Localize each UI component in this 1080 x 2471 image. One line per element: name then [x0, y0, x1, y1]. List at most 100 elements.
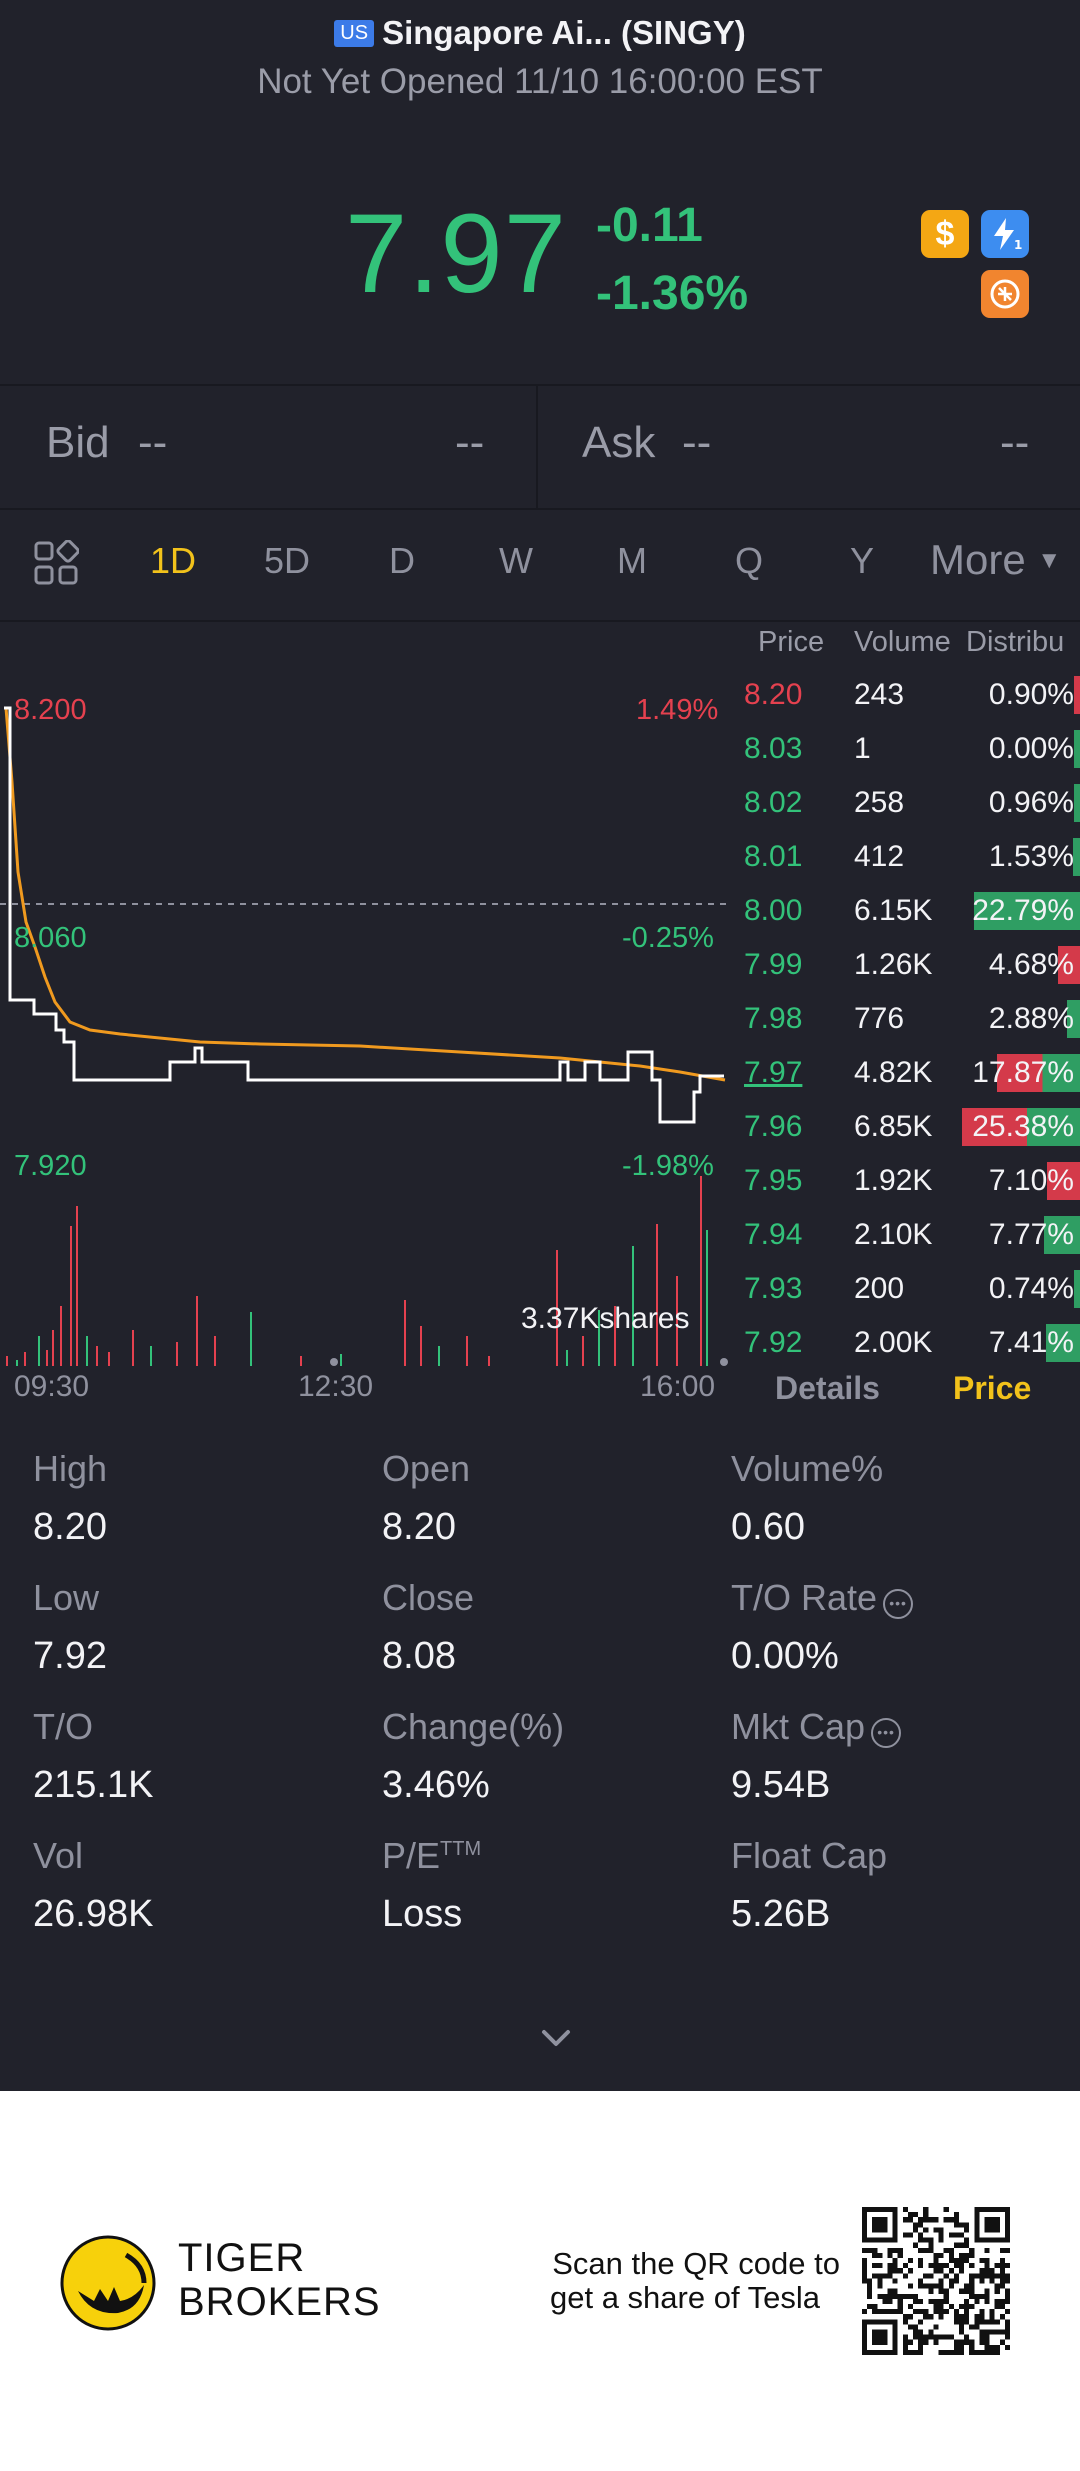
volume-bar [52, 1330, 54, 1366]
volume-bar [132, 1330, 134, 1366]
x-label-close: 16:00 [640, 1370, 716, 1403]
chart-pct-high: 1.49% [636, 694, 719, 726]
tab-w[interactable]: W [499, 540, 533, 581]
row-price: 7.92 [744, 1326, 803, 1359]
volume-bar [76, 1206, 78, 1366]
grid-layout-icon[interactable] [33, 540, 79, 586]
divider [0, 508, 1080, 510]
row-price: 7.98 [744, 1002, 803, 1035]
tab-d[interactable]: D [389, 540, 415, 581]
header: US Singapore Ai... (SINGY) Not Yet Opened… [0, 0, 1080, 110]
chevron-down-icon[interactable] [536, 2018, 576, 2058]
row-price: 7.94 [744, 1218, 803, 1251]
tab-5d[interactable]: 5D [264, 540, 311, 581]
chart-price-low: 7.920 [14, 1150, 87, 1182]
col-header-price: Price [758, 626, 825, 658]
stat-label-low: Low [33, 1577, 100, 1618]
promo-text-line1: Scan the QR code to [552, 2246, 840, 2281]
volume-bar [438, 1346, 440, 1366]
row-distribution: 0.74% [988, 1272, 1074, 1305]
qr-code-icon[interactable] [862, 2207, 1010, 2355]
mkt-cap-label: Mkt Cap [731, 1706, 866, 1747]
row-volume: 1 [854, 732, 871, 765]
chart-price-high: 8.200 [14, 694, 87, 726]
tab-1d[interactable]: 1D [150, 540, 197, 581]
price-distribution-row: 7.98 776 2.88% [740, 992, 1080, 1046]
intraday-chart[interactable] [0, 622, 730, 1370]
price-change: -0.11 [596, 199, 703, 252]
volume-bars [6, 1176, 708, 1366]
price-distribution-row: 8.20 243 0.90% [740, 668, 1080, 722]
price-distribution-row: 7.93 200 0.74% [740, 1262, 1080, 1316]
dollar-icon[interactable]: $ [921, 210, 969, 258]
stat-value-change-pct: 3.46% [382, 1764, 490, 1806]
stat-label-volume-pct: Volume% [731, 1448, 884, 1489]
price-distribution-row: 7.94 2.10K 7.77% [740, 1208, 1080, 1262]
row-volume: 4.82K [854, 1056, 933, 1089]
row-price: 7.93 [744, 1272, 803, 1305]
chevron-down-icon: ▼ [1037, 547, 1062, 574]
distribution-bar [1058, 946, 1080, 984]
row-volume: 200 [854, 1272, 905, 1305]
price-distribution-row: 7.92 2.00K 7.41% [740, 1316, 1080, 1370]
stat-value-open: 8.20 [382, 1506, 456, 1548]
row-distribution: 0.90% [988, 678, 1074, 711]
volume-bar [582, 1336, 584, 1366]
row-distribution: 0.96% [988, 786, 1074, 819]
chart-pct-mid: -0.25% [622, 922, 714, 954]
row-volume: 258 [854, 786, 905, 819]
distribution-bar [997, 1054, 1080, 1092]
flash-icon[interactable]: 1 [981, 210, 1029, 258]
volume-bar [676, 1276, 678, 1366]
row-price: 8.03 [744, 732, 803, 765]
row-volume: 776 [854, 1002, 905, 1035]
bid-ask-divider [536, 386, 538, 508]
ask-size: -- [1000, 418, 1030, 467]
x-label-open: 09:30 [14, 1370, 90, 1403]
info-icon[interactable]: ••• [871, 1718, 902, 1748]
row-volume: 1.26K [854, 948, 933, 981]
volume-bar [6, 1356, 8, 1366]
stat-value-high: 8.20 [33, 1506, 107, 1548]
row-distribution: 7.10% [988, 1164, 1074, 1197]
brand-name-line2: BROKERS [178, 2280, 381, 2324]
chart-pct-low: -1.98% [622, 1150, 714, 1182]
tab-details[interactable]: Details [775, 1370, 880, 1406]
more-label: More [930, 536, 1026, 583]
distribution-bar [1046, 1324, 1080, 1362]
row-price: 7.99 [744, 948, 803, 981]
row-distribution: 1.53% [988, 840, 1074, 873]
distribution-bar [1074, 1270, 1080, 1308]
pe-label: P/E [382, 1835, 441, 1876]
tab-m[interactable]: M [617, 540, 647, 581]
row-distribution: 2.88% [988, 1002, 1074, 1035]
row-volume: 6.15K [854, 894, 933, 927]
price-distribution-row: 8.03 1 0.00% [740, 722, 1080, 776]
distribution-bar [962, 1108, 1080, 1146]
stat-value-turnover: 215.1K [33, 1764, 154, 1806]
distribution-bar [1074, 730, 1080, 768]
tab-price[interactable]: Price [953, 1370, 1032, 1406]
stat-value-low: 7.92 [33, 1635, 107, 1677]
distribution-bar [1067, 1000, 1080, 1038]
tab-y[interactable]: Y [850, 540, 875, 581]
tab-q[interactable]: Q [735, 540, 764, 581]
bid-size: -- [455, 418, 485, 467]
row-distribution: 25.38% [972, 1110, 1074, 1143]
row-price: 8.20 [744, 678, 803, 711]
stat-label-change-pct: Change(%) [382, 1706, 565, 1747]
currency-icon[interactable] [981, 270, 1029, 318]
chart-volume-label: 3.37Kshares [521, 1302, 690, 1335]
info-icon[interactable]: ••• [883, 1589, 914, 1619]
volume-bar [38, 1336, 40, 1366]
row-price: 8.00 [744, 894, 803, 927]
tab-more[interactable]: More ▼ [930, 536, 1061, 584]
ask-value: -- [682, 418, 712, 467]
promo-text-line2: get a share of Tesla [550, 2280, 820, 2315]
stock-title[interactable]: US Singapore Ai... (SINGY) [0, 14, 1080, 52]
row-distribution: 7.77% [988, 1218, 1074, 1251]
volume-bar [614, 1306, 616, 1366]
price-distribution-row: 7.97 4.82K 17.87% [740, 1046, 1080, 1100]
brand-name-line1: TIGER [178, 2236, 306, 2280]
stat-label-close: Close [382, 1577, 475, 1618]
